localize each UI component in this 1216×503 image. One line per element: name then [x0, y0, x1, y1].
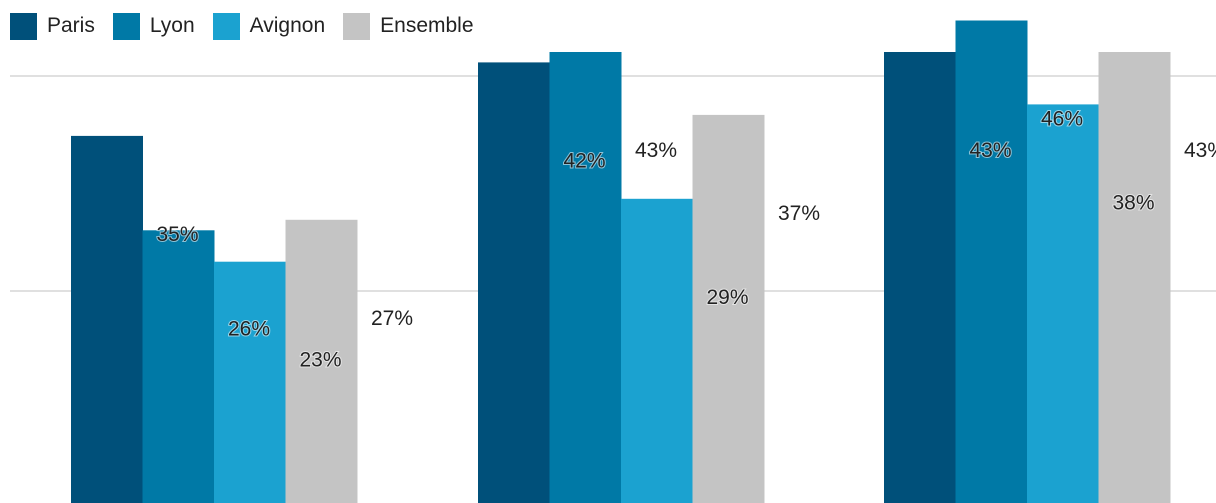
bars [71, 20, 1171, 503]
legend-item-ensemble: Ensemble [343, 12, 474, 40]
legend: Paris Lyon Avignon Ensemble [10, 10, 492, 42]
legend-swatch-ensemble [343, 12, 371, 40]
bar-ensemble-1 [285, 219, 358, 503]
data-label-lyon-2: 43% [635, 139, 677, 162]
legend-item-avignon: Avignon [212, 12, 326, 40]
data-labels: 35% 42% 43% 26% 43% 46% 23% 29% 38% 27% 37% 43% [155, 107, 1216, 373]
data-label-ensemble-3: 43% [1184, 139, 1216, 162]
data-label-paris-1: 35% [156, 223, 198, 246]
bar-lyon-3 [955, 20, 1028, 503]
bar-paris-2 [478, 62, 550, 503]
bar-avignon-1 [214, 261, 286, 503]
legend-swatch-avignon [212, 12, 240, 40]
data-label-lyon-1: 26% [228, 317, 270, 340]
data-label-avignon-3: 38% [1112, 191, 1154, 214]
legend-item-paris: Paris [10, 12, 95, 40]
data-label-ensemble-2: 37% [778, 202, 820, 225]
data-label-avignon-1: 23% [299, 349, 341, 372]
bar-paris-3 [884, 52, 956, 503]
bar-avignon-3 [1027, 104, 1099, 503]
legend-label-avignon: Avignon [249, 14, 326, 37]
legend-label-paris: Paris [47, 14, 95, 37]
legend-swatch-lyon [112, 12, 140, 40]
legend-item-lyon: Lyon [112, 12, 195, 40]
data-label-lyon-3: 46% [1041, 108, 1083, 131]
data-label-paris-3: 43% [969, 139, 1011, 162]
data-label-ensemble-1: 27% [371, 307, 413, 330]
bar-ensemble-2 [692, 114, 765, 503]
bar-ensemble-3 [1098, 52, 1171, 503]
bar-lyon-1 [142, 230, 215, 503]
legend-swatch-paris [10, 12, 37, 40]
bar-avignon-2 [621, 198, 693, 503]
bar-lyon-2 [549, 52, 622, 503]
bar-paris-1 [71, 135, 143, 503]
legend-label-lyon: Lyon [149, 14, 195, 37]
data-label-paris-2: 42% [563, 149, 605, 172]
data-label-avignon-2: 29% [706, 286, 748, 309]
legend-label-ensemble: Ensemble [380, 14, 474, 37]
